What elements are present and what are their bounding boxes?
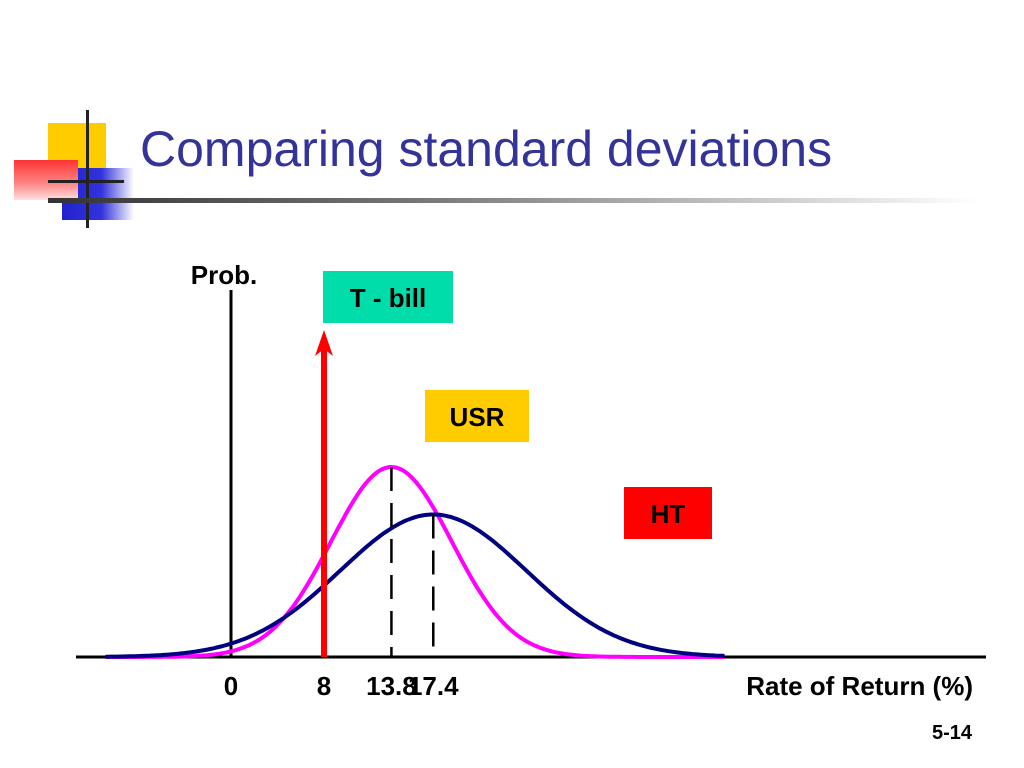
series-line-ht xyxy=(105,512,725,659)
legend-usr-label: USR xyxy=(450,402,505,432)
y-axis-label: Prob. xyxy=(191,260,257,290)
x-tick-label: 0 xyxy=(224,671,238,701)
page-title: Comparing standard deviations xyxy=(140,121,833,177)
x-tick-label: 8 xyxy=(317,671,331,701)
legend-tbill-box xyxy=(323,271,453,323)
series-line-usr xyxy=(105,464,725,659)
x-tick-labels: 0 8 13.817.4 xyxy=(224,671,459,701)
title-rule xyxy=(48,198,978,203)
tbill-arrow-head xyxy=(315,330,333,356)
deco-horizontal-line xyxy=(48,180,124,183)
x-axis-label: Rate of Return (%) xyxy=(746,671,973,701)
legend-ht-box xyxy=(624,487,712,539)
legend-usr-box xyxy=(425,390,529,442)
x-tick-label: 13.8 xyxy=(366,671,417,701)
legend-ht-label: HT xyxy=(651,499,686,529)
page-number: 5-14 xyxy=(931,722,972,744)
legend-tbill-label: T - bill xyxy=(350,283,427,313)
deco-vertical-line xyxy=(86,110,89,228)
x-tick-label: 17.4 xyxy=(408,671,459,701)
